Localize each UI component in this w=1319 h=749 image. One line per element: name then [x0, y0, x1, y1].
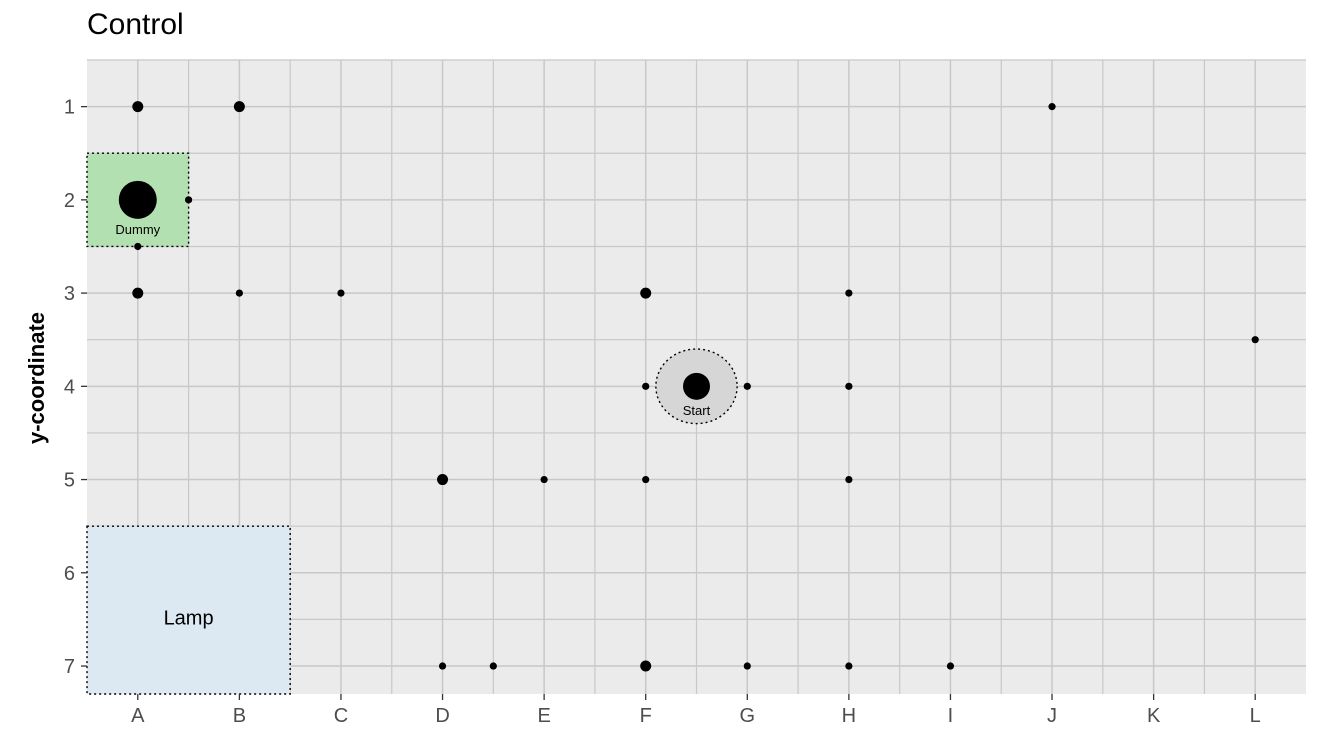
x-tick-label: A [131, 705, 145, 727]
y-tick-label: 7 [64, 656, 75, 678]
region-label-dummy: Dummy [115, 222, 160, 237]
y-tick-label: 4 [64, 376, 75, 398]
data-point [1048, 103, 1056, 111]
y-tick-label: 3 [64, 283, 75, 305]
data-point [845, 662, 853, 670]
x-tick-label: L [1250, 705, 1261, 727]
x-tick-label: G [740, 705, 756, 727]
data-point [118, 180, 157, 219]
data-point [235, 289, 243, 297]
data-point [642, 475, 650, 484]
y-tick-label: 5 [64, 470, 75, 492]
data-point [1251, 336, 1259, 344]
data-point [743, 662, 751, 670]
x-tick-label: D [435, 705, 449, 727]
x-tick-label: B [233, 705, 246, 727]
x-tick-label: J [1047, 705, 1057, 727]
y-tick-label: 6 [64, 563, 75, 585]
data-point [337, 289, 345, 297]
data-point [845, 382, 853, 390]
data-point [845, 475, 853, 484]
y-tick-label: 2 [64, 190, 75, 212]
data-point [438, 662, 447, 670]
data-point [640, 287, 652, 299]
x-tick-label: I [948, 705, 954, 727]
x-tick-label: C [334, 705, 348, 727]
data-point [132, 287, 144, 299]
data-point [946, 662, 955, 670]
region-lamp [86, 525, 291, 695]
data-point [743, 382, 751, 390]
data-point [642, 382, 650, 390]
data-point [132, 101, 144, 113]
x-tick-label: K [1147, 705, 1161, 727]
data-point [437, 474, 449, 486]
region-label-start: Start [683, 403, 711, 418]
data-point [489, 662, 497, 670]
x-tick-label: E [537, 705, 550, 727]
x-tick-label: F [640, 705, 652, 727]
data-point [683, 372, 710, 400]
data-point [540, 475, 548, 484]
data-point [184, 196, 193, 204]
chart-title: Control [87, 8, 184, 41]
data-point [134, 242, 142, 251]
data-point [640, 660, 652, 672]
y-tick-label: 1 [64, 97, 75, 119]
data-point [233, 101, 245, 113]
data-point [845, 289, 853, 297]
y-axis-title: y-coordinate [24, 312, 49, 444]
region-label-lamp: Lamp [164, 608, 214, 630]
x-tick-label: H [842, 705, 856, 727]
